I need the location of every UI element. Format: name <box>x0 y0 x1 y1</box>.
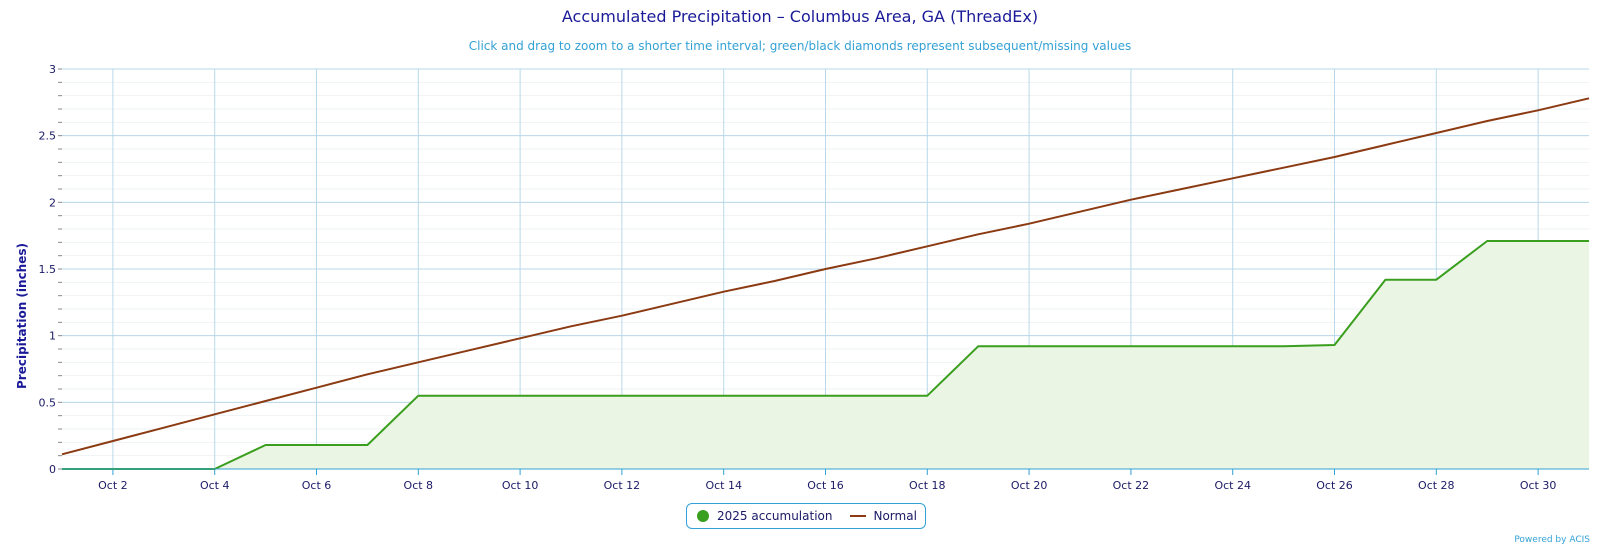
legend-item-normal[interactable]: Normal <box>850 509 917 523</box>
x-tick-label: Oct 14 <box>705 479 742 492</box>
chart-title: Accumulated Precipitation – Columbus Are… <box>561 7 1039 26</box>
y-tick-label: 2 <box>49 196 56 209</box>
x-tick-label: Oct 22 <box>1113 479 1150 492</box>
legend-line-icon <box>850 515 867 517</box>
x-tick-label: Oct 10 <box>502 479 539 492</box>
y-tick-label: 0.5 <box>39 396 57 409</box>
y-tick-label: 2.5 <box>39 130 57 143</box>
x-tick-label: Oct 2 <box>98 479 128 492</box>
chart-subtitle: Click and drag to zoom to a shorter time… <box>468 39 1132 53</box>
y-tick-label: 3 <box>49 63 56 76</box>
x-tick-label: Oct 30 <box>1520 479 1557 492</box>
x-tick-label: Oct 12 <box>604 479 641 492</box>
x-tick-label: Oct 18 <box>909 479 946 492</box>
x-tick-label: Oct 24 <box>1214 479 1251 492</box>
y-tick-label: 0 <box>49 463 56 476</box>
legend-label-accumulation: 2025 accumulation <box>717 509 833 523</box>
x-tick-label: Oct 6 <box>302 479 332 492</box>
legend: 2025 accumulation Normal <box>686 503 926 529</box>
x-tick-label: Oct 4 <box>200 479 230 492</box>
y-axis-title: Precipitation (inches) <box>15 243 29 389</box>
y-axis-title-wrap: Precipitation (inches) <box>10 196 34 436</box>
x-tick-label: Oct 26 <box>1316 479 1353 492</box>
x-tick-label: Oct 16 <box>807 479 844 492</box>
y-tick-label: 1 <box>49 330 56 343</box>
legend-item-accumulation[interactable]: 2025 accumulation <box>697 509 832 523</box>
legend-label-normal: Normal <box>873 509 917 523</box>
series-line-accumulation <box>62 240 1589 470</box>
credits-link[interactable]: Powered by ACIS <box>1514 535 1590 545</box>
x-tick-label: Oct 8 <box>404 479 434 492</box>
x-tick-label: Oct 28 <box>1418 479 1455 492</box>
series-line-normal <box>61 97 1590 456</box>
series-area-accumulation <box>62 241 1589 469</box>
x-tick-label: Oct 20 <box>1011 479 1048 492</box>
y-tick-label: 1.5 <box>39 263 57 276</box>
legend-circle-icon <box>697 510 709 522</box>
